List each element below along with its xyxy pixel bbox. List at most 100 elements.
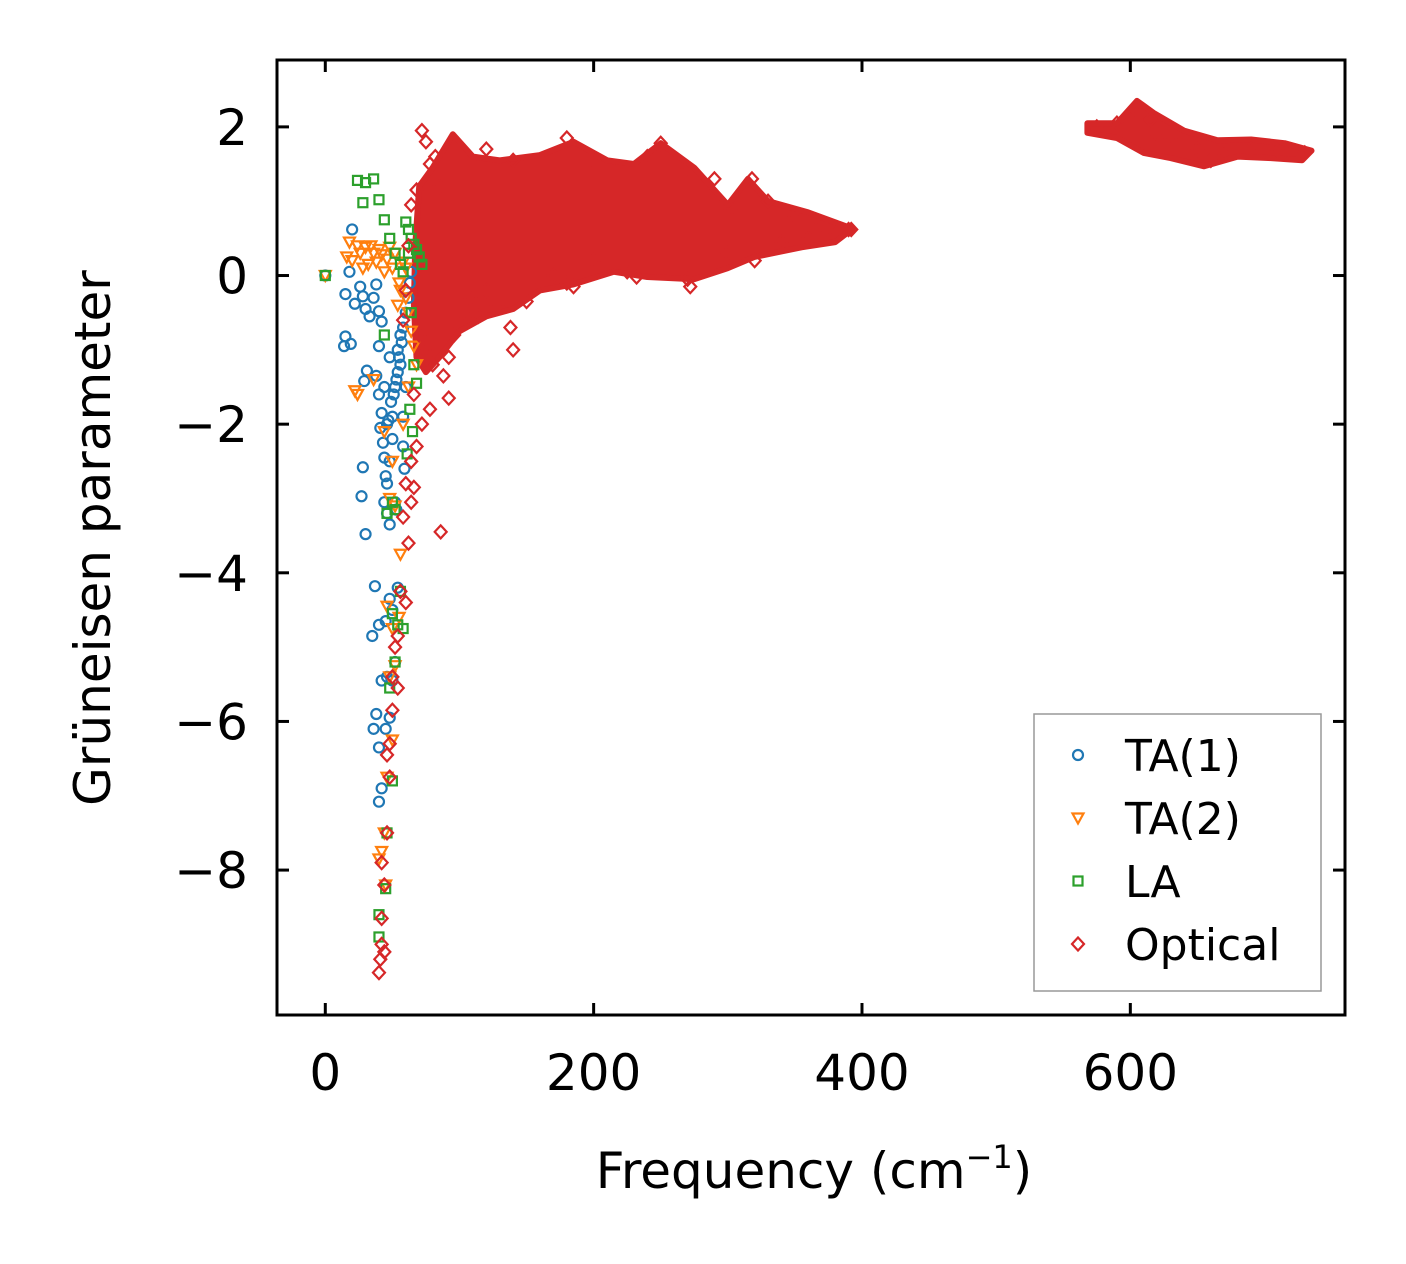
- legend-label: TA(2): [1124, 794, 1241, 845]
- optical-point: [406, 386, 422, 403]
- optical-point: [478, 282, 494, 299]
- optical-point: [629, 268, 645, 286]
- la-point: [400, 216, 412, 228]
- ta-2-point: [350, 388, 365, 403]
- y-tick-label: −6: [174, 693, 248, 751]
- legend-marker-circle: [1071, 748, 1085, 762]
- la-point: [373, 194, 385, 206]
- optical-point: [843, 221, 859, 238]
- optical-point: [379, 824, 395, 842]
- optical-point: [400, 237, 416, 254]
- optical-point: [1126, 100, 1142, 117]
- optical-point: [653, 135, 669, 152]
- legend-marker-square: [1072, 875, 1084, 887]
- ta-1-point: [356, 461, 369, 474]
- ta-1-point: [375, 315, 388, 328]
- optical-point: [414, 416, 430, 433]
- optical-point: [827, 226, 843, 243]
- ta-2-point: [366, 373, 381, 388]
- la-point: [381, 507, 393, 519]
- ta-2-point: [366, 247, 381, 262]
- optical-point: [599, 248, 615, 266]
- la-point: [404, 403, 416, 415]
- ta-2-point: [350, 240, 365, 254]
- optical-point: [431, 178, 447, 195]
- ta-1-point: [366, 629, 379, 643]
- optical-point: [723, 200, 738, 217]
- optical-point: [403, 453, 419, 470]
- optical-point: [1270, 142, 1286, 159]
- ta-2-point: [374, 845, 390, 860]
- x-axis-ticks: 0 200 400 600: [309, 60, 1178, 1102]
- y-axis-ticks: 2 0 −2 −4 −6 −8: [174, 99, 1345, 900]
- la-point: [389, 656, 401, 668]
- ta-1-point: [383, 518, 396, 531]
- optical-point: [773, 233, 789, 251]
- ta-1-point: [383, 592, 396, 605]
- optical-point: [398, 282, 414, 299]
- optical-point: [1203, 152, 1219, 169]
- optical-point: [392, 583, 408, 600]
- ta-1-point: [387, 388, 400, 401]
- ta-1-point: [370, 707, 383, 721]
- x-tick-label: 0: [309, 1044, 341, 1102]
- optical-point: [400, 534, 416, 552]
- optical-point: [800, 230, 816, 247]
- y-tick-label: 0: [216, 248, 248, 306]
- ta-1-point: [343, 265, 356, 278]
- optical-point: [403, 196, 419, 214]
- optical-point: [406, 479, 422, 496]
- la-point: [394, 258, 407, 270]
- la-point: [386, 496, 398, 508]
- ta-1-point: [344, 337, 357, 350]
- ta-2-point: [339, 251, 355, 265]
- optical-point: [680, 159, 696, 176]
- optical-point: [502, 319, 518, 336]
- optical-point: [586, 252, 602, 269]
- optical-point: [384, 702, 400, 719]
- legend: TA(1) TA(2) LA Optical: [1033, 713, 1322, 992]
- la-point: [406, 425, 419, 438]
- ta-1-point: [384, 395, 398, 408]
- legend-item: LA: [1072, 857, 1181, 908]
- ta-1-point: [380, 477, 394, 490]
- optical-point: [720, 245, 736, 262]
- la-point: [413, 251, 425, 263]
- ta-1-point: [397, 410, 410, 423]
- optical-point: [395, 508, 411, 526]
- optical-point: [414, 122, 430, 139]
- plot-frame: [275, 58, 1347, 1017]
- la-point: [381, 827, 393, 839]
- ta-1-point: [337, 340, 351, 353]
- ta-1-point: [391, 343, 404, 356]
- optical-point: [374, 854, 390, 871]
- legend-label: LA: [1125, 857, 1181, 908]
- x-tick-label: 600: [1083, 1044, 1178, 1102]
- optical-point: [586, 152, 602, 169]
- optical-point: [398, 475, 414, 492]
- la-point: [416, 258, 428, 270]
- optical-point: [417, 341, 433, 358]
- legend-item: TA(2): [1070, 794, 1241, 845]
- x-tick-label: 200: [546, 1044, 641, 1102]
- ta-1-point: [379, 615, 392, 628]
- ta-1-point: [379, 722, 392, 735]
- y-axis-label: Grüneisen parameter: [64, 270, 122, 806]
- optical-point: [409, 181, 425, 199]
- optical-point: [559, 274, 575, 292]
- la-point: [386, 608, 398, 620]
- optical-point: [395, 311, 411, 329]
- la-point: [319, 269, 331, 282]
- optical-point: [418, 133, 434, 150]
- ta-1-point: [394, 328, 407, 342]
- optical-point: [545, 267, 561, 284]
- la-point: [389, 247, 401, 259]
- optical-point: [470, 308, 486, 325]
- optical-point: [398, 594, 414, 611]
- optical-point: [1216, 147, 1232, 164]
- y-tick-label: −4: [174, 545, 248, 603]
- ta-1-point: [359, 528, 372, 541]
- ta-1-point: [367, 291, 380, 304]
- la-point: [384, 232, 396, 244]
